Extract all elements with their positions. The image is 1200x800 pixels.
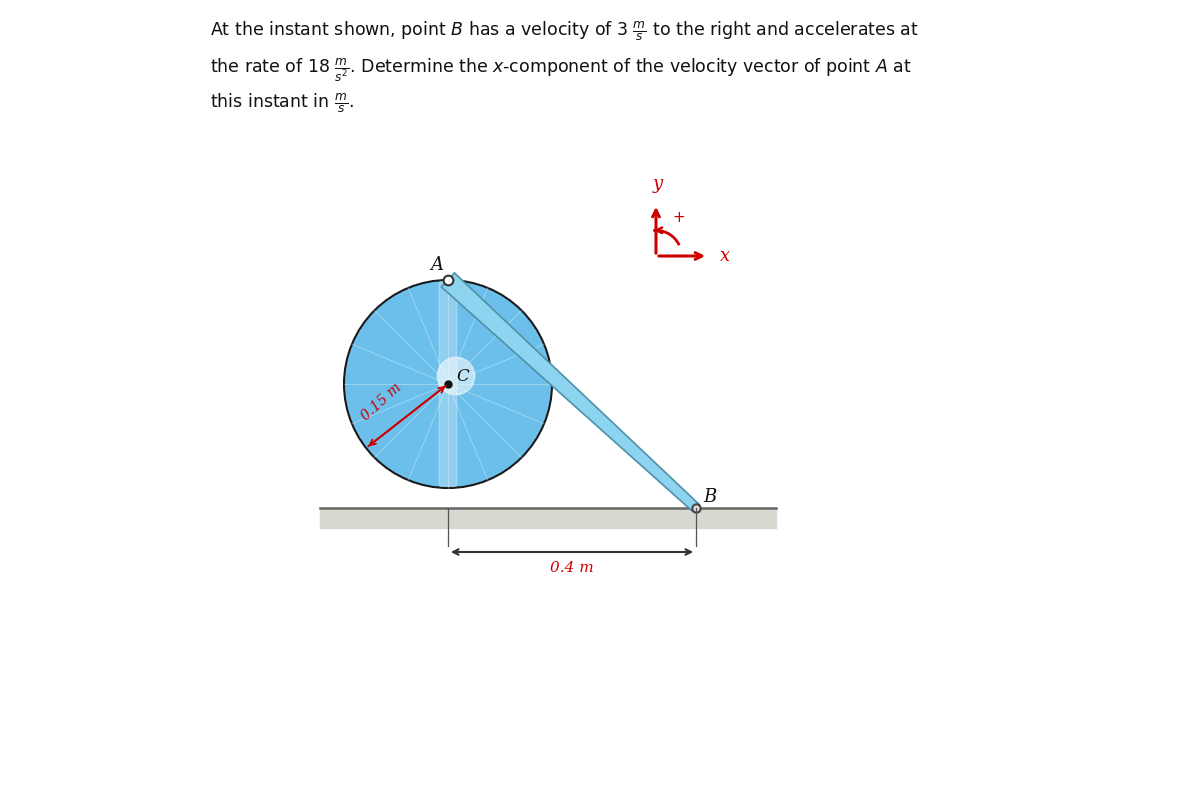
- Circle shape: [344, 280, 552, 488]
- Text: At the instant shown, point $B$ has a velocity of 3 $\frac{m}{s}$ to the right a: At the instant shown, point $B$ has a ve…: [210, 20, 918, 43]
- Text: y: y: [653, 174, 662, 193]
- Bar: [320, 508, 776, 528]
- FancyBboxPatch shape: [439, 282, 457, 486]
- Text: A: A: [431, 256, 444, 274]
- Text: the rate of 18 $\frac{m}{s^2}$. Determine the $x$-component of the velocity vect: the rate of 18 $\frac{m}{s^2}$. Determin…: [210, 56, 911, 84]
- Text: this instant in $\frac{m}{s}$.: this instant in $\frac{m}{s}$.: [210, 92, 354, 115]
- Polygon shape: [442, 273, 700, 511]
- Circle shape: [437, 358, 475, 394]
- Text: 0.4 m: 0.4 m: [550, 561, 594, 575]
- Text: x: x: [720, 247, 730, 265]
- Text: 0.15 m: 0.15 m: [359, 380, 404, 423]
- Text: C: C: [456, 368, 469, 385]
- Text: +: +: [672, 210, 685, 225]
- Text: B: B: [703, 488, 716, 506]
